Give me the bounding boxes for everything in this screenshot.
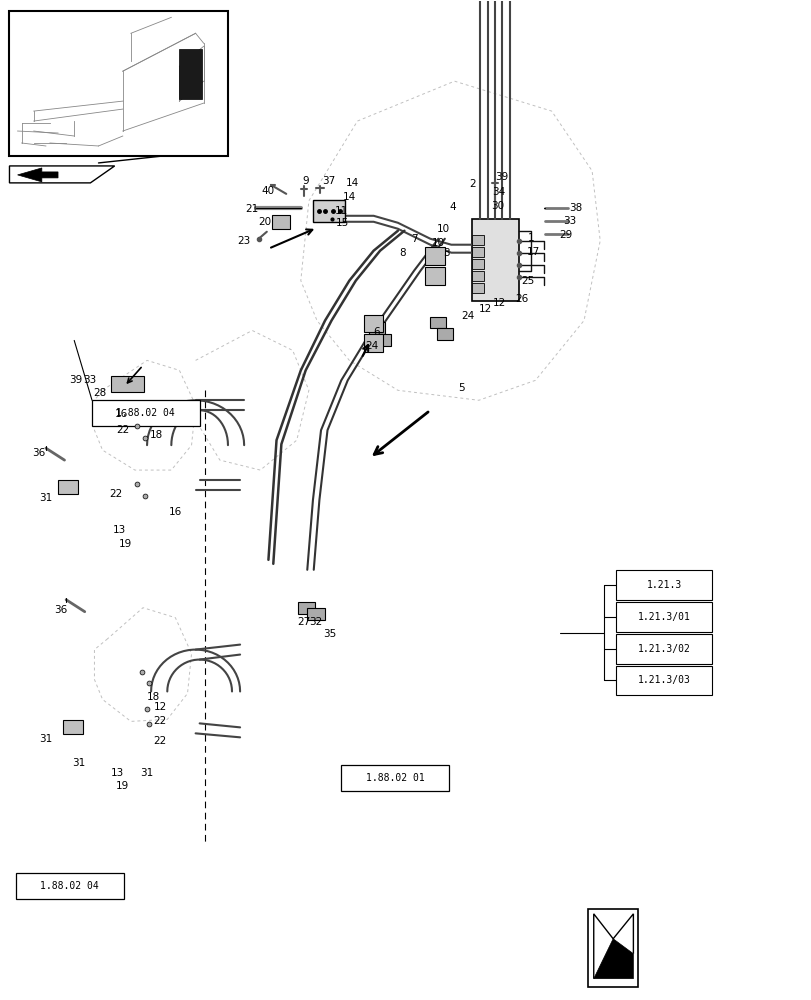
Text: 19: 19 bbox=[118, 539, 131, 549]
Text: 2: 2 bbox=[469, 179, 475, 189]
Text: 1.21.3/03: 1.21.3/03 bbox=[637, 675, 689, 685]
Text: 39: 39 bbox=[494, 172, 508, 182]
Bar bbox=[16, 873, 123, 899]
Polygon shape bbox=[18, 168, 58, 182]
Text: 31: 31 bbox=[72, 758, 86, 768]
Text: 31: 31 bbox=[39, 734, 53, 744]
Text: 9: 9 bbox=[302, 176, 309, 186]
Text: 38: 38 bbox=[569, 203, 581, 213]
Text: 21: 21 bbox=[245, 204, 259, 214]
Text: 1.21.3/01: 1.21.3/01 bbox=[637, 612, 689, 622]
Text: 32: 32 bbox=[308, 617, 322, 627]
Text: 22: 22 bbox=[116, 425, 129, 435]
Text: 39: 39 bbox=[69, 375, 83, 385]
Text: 36: 36 bbox=[32, 448, 45, 458]
Bar bbox=[111, 376, 144, 392]
Text: 26: 26 bbox=[514, 294, 528, 304]
Text: 24: 24 bbox=[461, 311, 474, 321]
Bar bbox=[10, 11, 228, 156]
Text: 12: 12 bbox=[492, 298, 506, 308]
Text: 23: 23 bbox=[238, 236, 251, 246]
Text: 28: 28 bbox=[93, 388, 106, 398]
Text: 36: 36 bbox=[54, 605, 68, 615]
Text: 4: 4 bbox=[449, 202, 456, 212]
Bar bbox=[472, 271, 484, 281]
Text: 18: 18 bbox=[147, 692, 160, 702]
Bar bbox=[616, 570, 711, 600]
Text: 8: 8 bbox=[399, 248, 406, 258]
Text: 31: 31 bbox=[140, 768, 153, 778]
Text: 24: 24 bbox=[365, 341, 378, 351]
Text: 31: 31 bbox=[39, 493, 53, 503]
Text: 1.21.3/02: 1.21.3/02 bbox=[637, 644, 689, 654]
Bar bbox=[368, 322, 384, 334]
Bar bbox=[62, 720, 83, 734]
Bar bbox=[374, 334, 390, 346]
Text: 22: 22 bbox=[109, 489, 122, 499]
Text: 14: 14 bbox=[342, 192, 355, 202]
Text: 16: 16 bbox=[169, 507, 182, 517]
Text: 30: 30 bbox=[491, 201, 504, 211]
Text: 34: 34 bbox=[491, 187, 505, 197]
Bar bbox=[436, 328, 453, 340]
Text: 35: 35 bbox=[323, 629, 336, 639]
Bar bbox=[179, 49, 202, 99]
Bar bbox=[363, 315, 383, 332]
Bar bbox=[472, 283, 484, 293]
Text: 16: 16 bbox=[114, 409, 127, 419]
Bar bbox=[425, 247, 444, 265]
Text: 12: 12 bbox=[478, 304, 491, 314]
Text: 37: 37 bbox=[321, 176, 334, 186]
Text: 29: 29 bbox=[559, 230, 572, 240]
Bar bbox=[58, 480, 78, 494]
Text: 5: 5 bbox=[457, 383, 464, 393]
Bar bbox=[341, 765, 448, 791]
Text: 33: 33 bbox=[562, 216, 575, 226]
Bar bbox=[472, 259, 484, 269]
Polygon shape bbox=[593, 939, 633, 979]
Text: 14: 14 bbox=[345, 178, 358, 188]
Text: 18: 18 bbox=[150, 430, 163, 440]
Bar bbox=[587, 909, 637, 987]
Text: 1.88.02 01: 1.88.02 01 bbox=[365, 773, 424, 783]
Text: 6: 6 bbox=[373, 327, 380, 337]
Bar bbox=[430, 317, 446, 328]
Text: 20: 20 bbox=[258, 217, 271, 227]
Bar bbox=[616, 602, 711, 632]
Bar bbox=[363, 334, 383, 352]
Polygon shape bbox=[10, 166, 114, 183]
Bar bbox=[425, 267, 444, 285]
Bar bbox=[472, 247, 484, 257]
Bar bbox=[616, 634, 711, 664]
Text: 19: 19 bbox=[116, 781, 129, 791]
Bar bbox=[272, 215, 290, 229]
Bar bbox=[472, 235, 484, 245]
Bar bbox=[307, 608, 324, 620]
Text: 1.21.3: 1.21.3 bbox=[646, 580, 681, 590]
Text: 22: 22 bbox=[153, 736, 166, 746]
Bar bbox=[92, 400, 200, 426]
Text: 3: 3 bbox=[443, 248, 449, 258]
Text: 11: 11 bbox=[334, 206, 347, 216]
Text: 17: 17 bbox=[526, 247, 539, 257]
Text: 1.88.02 04: 1.88.02 04 bbox=[41, 881, 99, 891]
Bar bbox=[616, 666, 711, 695]
Bar bbox=[297, 602, 315, 614]
Text: 15: 15 bbox=[336, 218, 349, 228]
Text: 12: 12 bbox=[153, 702, 166, 712]
Text: 7: 7 bbox=[410, 234, 417, 244]
Bar bbox=[472, 219, 519, 301]
Text: 10: 10 bbox=[431, 238, 444, 248]
Text: 40: 40 bbox=[261, 186, 275, 196]
Text: 33: 33 bbox=[83, 375, 96, 385]
Text: 1.88.02 04: 1.88.02 04 bbox=[116, 408, 175, 418]
Bar bbox=[312, 200, 345, 222]
Text: 1: 1 bbox=[527, 233, 534, 243]
Text: 10: 10 bbox=[436, 224, 449, 234]
Text: 25: 25 bbox=[520, 276, 534, 286]
Text: 27: 27 bbox=[297, 617, 311, 627]
Text: 13: 13 bbox=[111, 768, 124, 778]
Text: 13: 13 bbox=[113, 525, 126, 535]
Text: 22: 22 bbox=[153, 716, 166, 726]
